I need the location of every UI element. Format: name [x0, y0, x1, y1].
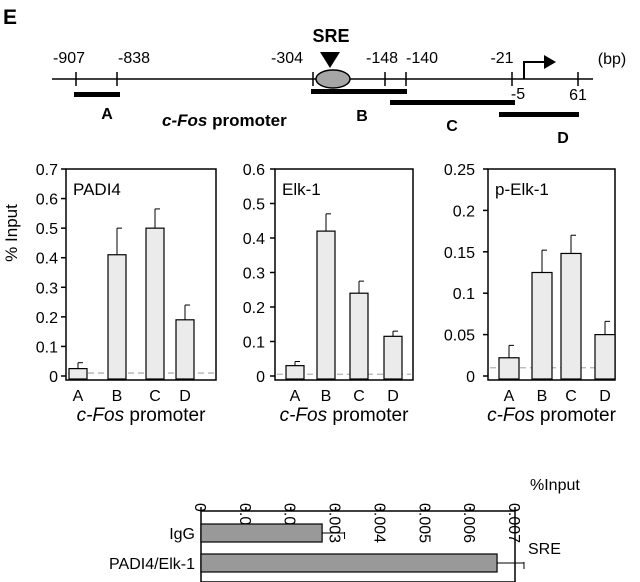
- x-tick-label: 0.004: [370, 503, 387, 543]
- y-tick-label: 0.5: [36, 221, 58, 238]
- unit-label: (bp): [598, 51, 626, 68]
- x-tick-label: D: [179, 388, 191, 405]
- y-tick-label: 0.6: [243, 162, 265, 179]
- x-axis-label: c-Fos promoter: [77, 405, 206, 426]
- position-label: -907: [53, 50, 85, 67]
- y-tick-label: 0.7: [36, 162, 58, 179]
- y-tick-label: 0.1: [243, 335, 265, 352]
- y-tick-label: 0.1: [36, 339, 58, 356]
- x-tick-label: 0.003: [326, 503, 343, 543]
- fragment-label-a: A: [101, 106, 113, 123]
- x-tick-label: 0.005: [415, 503, 432, 543]
- chart-title: PADI4: [73, 180, 121, 199]
- x-tick-label: 0.007: [505, 503, 522, 543]
- position-label: -140: [406, 50, 438, 67]
- y-tick-label: 0.15: [444, 245, 475, 262]
- fragment-bar-b: [311, 89, 407, 94]
- x-tick-label: D: [599, 388, 611, 405]
- bar-a: [68, 368, 88, 380]
- position-label: -148: [366, 50, 398, 67]
- x-tick-label: C: [353, 388, 365, 405]
- y-tick-label: 0.2: [243, 300, 265, 317]
- bar-b: [316, 230, 336, 380]
- y-tick-label: 0.4: [36, 251, 58, 268]
- y-axis-label: % Input: [2, 204, 21, 262]
- bar-d: [383, 335, 403, 380]
- fragment-label-d: D: [557, 130, 569, 147]
- x-tick-label: B: [321, 388, 332, 405]
- y-tick-label: 0.6: [36, 192, 58, 209]
- promoter-caption: c-Fos promoter: [162, 111, 287, 130]
- position-label: -304: [271, 50, 303, 67]
- position-label: -5: [511, 86, 525, 103]
- position-label: -838: [118, 50, 150, 67]
- y-tick-label: 0.2: [453, 203, 475, 220]
- tss-line: [523, 61, 548, 79]
- fragment-bar-d: [499, 112, 579, 117]
- x-tick-label: B: [537, 388, 548, 405]
- x-tick-label: 0.006: [460, 503, 477, 543]
- sre-label: SRE: [312, 26, 349, 46]
- y-tick-label: 0.05: [444, 328, 475, 345]
- sre-element: [315, 69, 351, 89]
- y-tick-label: 0.3: [243, 266, 265, 283]
- y-tick-label: 0: [256, 369, 265, 386]
- x-tick-label: A: [73, 388, 84, 405]
- side-label: SRE: [528, 541, 561, 558]
- sre-arrow-icon: [320, 52, 340, 68]
- position-label: -21: [490, 50, 513, 67]
- y-tick-label: IgG: [169, 526, 195, 543]
- tss-arrow-icon: [544, 55, 556, 69]
- x-tick-label: A: [290, 388, 301, 405]
- bar-d: [175, 319, 195, 380]
- fragment-label-c: C: [446, 118, 458, 135]
- chart-padi4: 0 0.1 0.2 0.3 0.4 0.5 0.6 0.7 A B C D PADI4 c-Fos pro…: [36, 162, 217, 426]
- y-tick-label: 0: [466, 369, 475, 386]
- chart-sre-input: 0 0.001 0.002 0.003 0.004 0.005 0.006 0.007IgGP…: [109, 477, 580, 582]
- y-tick-label: 0.3: [36, 280, 58, 297]
- bar-a: [498, 357, 520, 380]
- x-axis-label: %Input: [530, 477, 580, 494]
- bar-d: [594, 334, 616, 380]
- fragment-bar-c: [390, 100, 515, 105]
- y-tick-label: PADI4/Elk-1: [109, 556, 195, 573]
- bar-padi4-elk1: [200, 553, 498, 573]
- fragment-label-b: B: [356, 108, 368, 125]
- y-tick-label: 0.1: [453, 286, 475, 303]
- bar-c: [145, 227, 165, 380]
- x-tick-label: 0: [191, 503, 208, 512]
- bar-c: [560, 252, 582, 380]
- position-label: 61: [569, 87, 587, 104]
- chart-p-elk1: 0 0.05 0.1 0.15 0.2 0.25 A B C Dp-Elk-1 c-Fos prom…: [444, 162, 617, 426]
- bar-b: [107, 254, 127, 380]
- x-tick-label: B: [112, 388, 123, 405]
- chart-elk1: 0 0.1 0.2 0.3 0.4 0.5 0.6 A B C D Elk-1 c-Fos promot…: [243, 162, 414, 426]
- bar-b: [531, 271, 553, 380]
- fragment-bar-a: [74, 92, 120, 97]
- y-tick-label: 0.2: [36, 310, 58, 327]
- x-tick-label: C: [149, 388, 161, 405]
- x-tick-label: A: [504, 388, 515, 405]
- y-tick-label: 0: [49, 369, 58, 386]
- bar-a: [285, 365, 305, 380]
- panel-label: E: [3, 6, 17, 29]
- chart-title: p-Elk-1: [495, 180, 549, 199]
- bar-igg: [200, 523, 323, 543]
- x-tick-label: D: [387, 388, 399, 405]
- promoter-map: -907 -838 -304 -148 -140 -21 -5 61 (bp) …: [52, 26, 626, 147]
- y-tick-label: 0.4: [243, 231, 265, 248]
- y-tick-label: 0.25: [444, 162, 475, 179]
- bar-c: [349, 292, 369, 380]
- x-axis-label: c-Fos promoter: [487, 405, 616, 426]
- chart-title: Elk-1: [282, 180, 321, 199]
- y-tick-label: 0.5: [243, 197, 265, 214]
- x-tick-label: C: [565, 388, 577, 405]
- x-axis-label: c-Fos promoter: [280, 405, 409, 426]
